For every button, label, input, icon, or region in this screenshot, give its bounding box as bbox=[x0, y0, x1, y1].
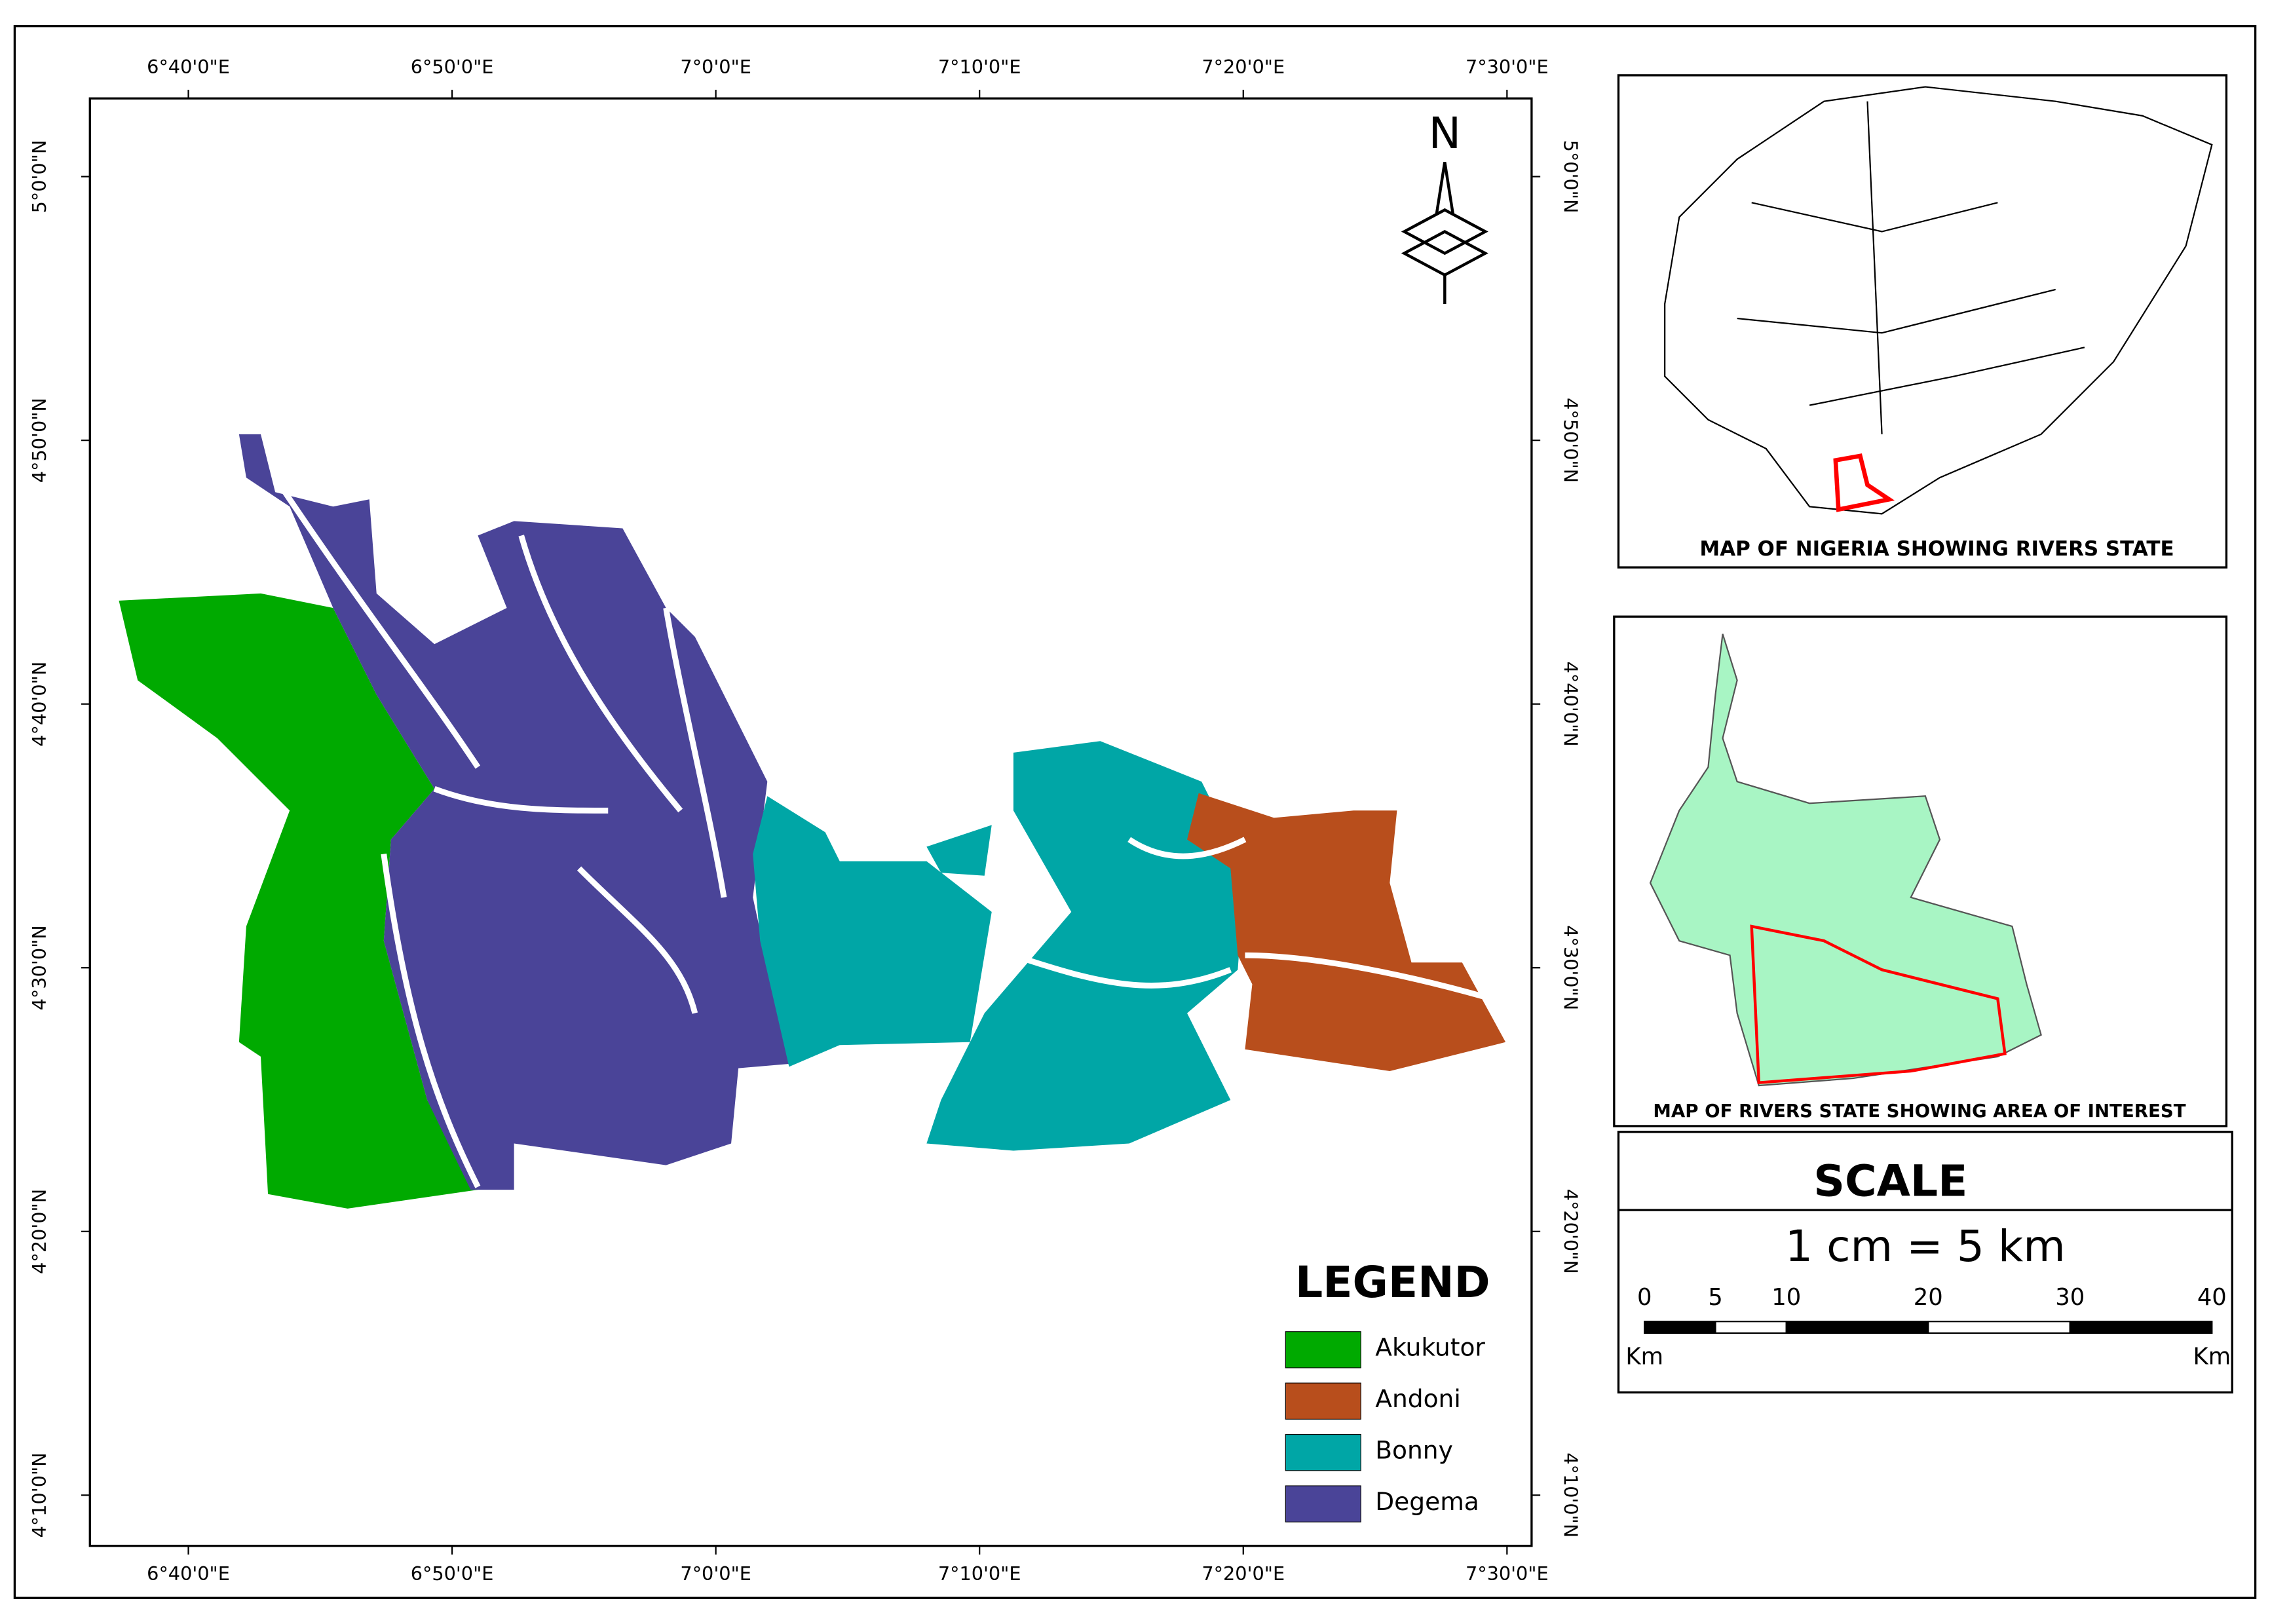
legend-items: Akukutor Andoni Bonny Degema bbox=[1285, 1331, 1485, 1522]
scale-tick-label: 30 bbox=[2055, 1284, 2085, 1311]
x-tick-label: 7°0'0"E bbox=[680, 1562, 751, 1585]
y-tick-label: 4°50'0"N bbox=[28, 398, 50, 483]
x-tick-label: 6°50'0"E bbox=[411, 1562, 494, 1585]
legend-title: LEGEND bbox=[1295, 1256, 1490, 1308]
x-tick-label: 6°40'0"E bbox=[147, 56, 230, 78]
nigeria-inset-frame bbox=[1617, 74, 2228, 569]
y-tick-label: 4°50'0"N bbox=[1559, 398, 1581, 483]
rivers-inset-frame bbox=[1613, 615, 2228, 1127]
legend-label: Degema bbox=[1375, 1487, 1479, 1516]
scale-segment bbox=[1644, 1321, 1716, 1334]
scale-segment bbox=[2069, 1321, 2213, 1334]
nigeria-outline bbox=[1664, 86, 2213, 515]
scale-segment bbox=[1785, 1321, 1929, 1334]
scale-tick-label: 0 bbox=[1637, 1284, 1652, 1311]
y-tick-label: 5°0'0"N bbox=[1559, 140, 1581, 214]
legend-label: Bonny bbox=[1375, 1436, 1453, 1465]
legend-swatch bbox=[1285, 1434, 1361, 1471]
y-tick-label: 4°40'0"N bbox=[28, 662, 50, 747]
scale-unit: Km bbox=[2193, 1343, 2231, 1370]
y-tick-label: 4°20'0"N bbox=[1559, 1189, 1581, 1274]
x-tick-label: 7°30'0"E bbox=[1466, 56, 1549, 78]
x-tick-label: 7°10'0"E bbox=[938, 56, 1021, 78]
rivers-state-highlight bbox=[1833, 453, 1895, 512]
y-tick-label: 4°40'0"N bbox=[1559, 662, 1581, 747]
scale-tick-label: 10 bbox=[1771, 1284, 1801, 1311]
scale-tick-label: 5 bbox=[1708, 1284, 1723, 1311]
graticule-labels: 6°40'0"E 6°40'0"E 6°50'0"E 6°50'0"E 7°0'0"E 7… bbox=[28, 56, 1581, 1585]
scale-tick-label: 40 bbox=[2197, 1284, 2227, 1311]
north-arrow: N bbox=[1401, 107, 1488, 304]
x-tick-label: 7°10'0"E bbox=[938, 1562, 1021, 1585]
outer-border bbox=[13, 25, 2257, 1599]
rivers bbox=[273, 476, 1492, 1188]
inset-title: MAP OF NIGERIA SHOWING RIVERS STATE bbox=[1699, 537, 2174, 561]
legend-swatch bbox=[1285, 1331, 1361, 1369]
scale-segment bbox=[1714, 1321, 1787, 1334]
x-tick-label: 7°30'0"E bbox=[1466, 1562, 1549, 1585]
scale-title: SCALE bbox=[1813, 1155, 1967, 1206]
legend-swatch bbox=[1285, 1485, 1361, 1522]
legend-swatch bbox=[1285, 1382, 1361, 1420]
x-tick-label: 6°50'0"E bbox=[411, 56, 494, 78]
x-tick-label: 7°20'0"E bbox=[1201, 1562, 1285, 1585]
scale-ratio: 1 cm = 5 km bbox=[1785, 1220, 2066, 1272]
bonny-region bbox=[926, 825, 992, 876]
legend: LEGEND Akukutor Andoni Bonny Degema bbox=[1285, 1256, 1490, 1522]
inset-title: MAP OF RIVERS STATE SHOWING AREA OF INTE… bbox=[1653, 1100, 2185, 1122]
legend-label: Akukutor bbox=[1375, 1333, 1485, 1362]
scale-frame bbox=[1617, 1131, 2233, 1394]
akukutor-region bbox=[119, 593, 478, 1209]
bonny-region bbox=[926, 741, 1245, 1151]
y-tick-label: 4°20'0"N bbox=[28, 1189, 50, 1274]
north-label: N bbox=[1429, 107, 1462, 159]
scale-tick-label: 20 bbox=[1914, 1284, 1943, 1311]
x-tick-label: 7°20'0"E bbox=[1201, 56, 1285, 78]
y-tick-label: 4°10'0"N bbox=[1559, 1452, 1581, 1538]
andoni-region bbox=[1187, 793, 1506, 1071]
x-tick-label: 6°40'0"E bbox=[147, 1562, 230, 1585]
bonny-region bbox=[753, 796, 992, 1067]
y-tick-label: 4°30'0"N bbox=[28, 925, 50, 1010]
y-tick-label: 4°10'0"N bbox=[28, 1452, 50, 1538]
scale-segment bbox=[1927, 1321, 2071, 1334]
x-tick-label: 7°0'0"E bbox=[680, 56, 751, 78]
y-tick-label: 5°0'0"N bbox=[28, 140, 50, 214]
y-tick-label: 4°30'0"N bbox=[1559, 925, 1581, 1010]
area-of-interest bbox=[1750, 924, 2007, 1085]
map-frame bbox=[88, 97, 1533, 1547]
rivers-state-outline bbox=[1649, 633, 2042, 1087]
legend-label: Andoni bbox=[1375, 1384, 1461, 1413]
scale-bar: 0 5 10 20 30 40 bbox=[1637, 1284, 2227, 1334]
scale-unit: Km bbox=[1625, 1343, 1663, 1370]
